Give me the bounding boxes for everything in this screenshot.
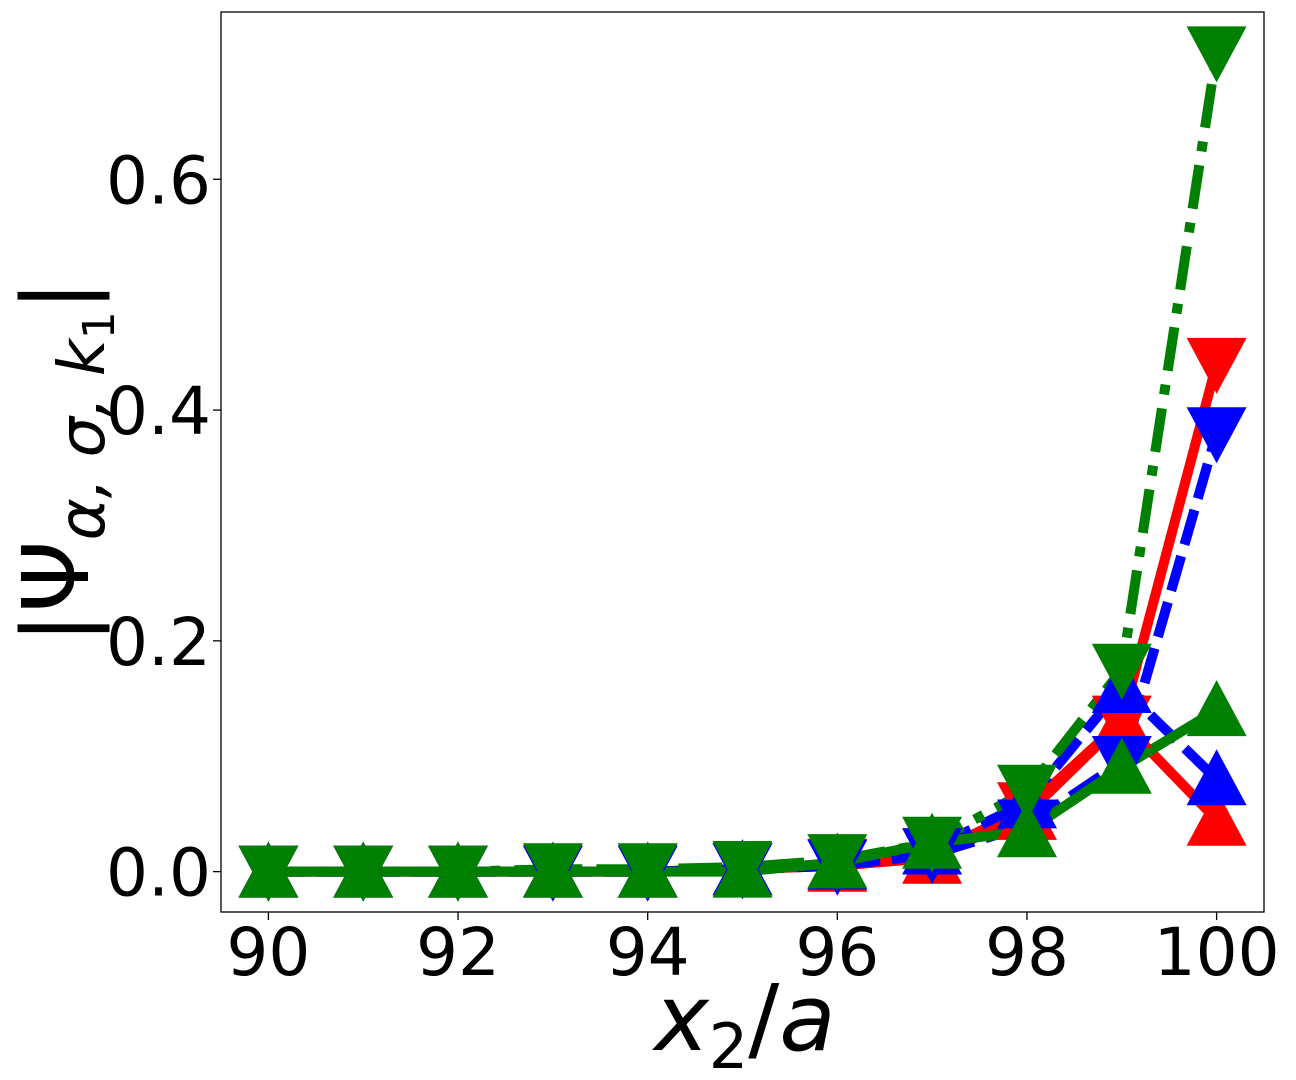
series-6-marker (1091, 643, 1152, 700)
x-axis-label: x2/a (651, 965, 835, 1080)
series-2-marker (1186, 337, 1247, 394)
series-6-marker (428, 845, 488, 902)
x-tick-label: 92 (416, 914, 500, 991)
series-6-marker (1186, 26, 1247, 83)
marker-layer (238, 26, 1247, 902)
y-axis-label: |Ψα, σ, k1| (3, 280, 125, 644)
plot-area-frame (220, 11, 1265, 913)
series-6-marker (333, 845, 394, 902)
series-5-marker (997, 801, 1057, 858)
y-tick-label: 0.4 (106, 373, 211, 450)
series-3-marker (1186, 749, 1247, 806)
y-axis-ticks: 0.0 0.2 0.4 0.6 (106, 142, 221, 912)
series-6-marker (807, 834, 868, 891)
y-tick-label: 0.6 (106, 142, 211, 219)
series-6-marker (522, 843, 583, 900)
series-6-marker (997, 764, 1057, 821)
y-tick-label: 0.2 (106, 604, 211, 681)
x-tick-label: 90 (226, 914, 310, 991)
x-tick-label: 98 (985, 914, 1069, 991)
x-tick-label: 100 (1154, 914, 1280, 991)
x-tick-label: 94 (606, 914, 690, 991)
series-line-4 (268, 431, 1222, 877)
y-tick-label: 0.0 (106, 835, 211, 912)
series-6-marker (617, 843, 678, 900)
series-1-marker (1186, 789, 1247, 846)
svg-text:|Ψα, σ, k1|: |Ψα, σ, k1| (3, 280, 125, 644)
series-6-marker (902, 816, 963, 873)
series-6-marker (712, 841, 773, 897)
series-6-marker (238, 845, 299, 902)
series-layer (268, 51, 1222, 877)
x-tick-label: 96 (795, 914, 879, 991)
series-5-marker (1186, 680, 1247, 737)
series-4-marker (1186, 407, 1247, 464)
x-axis-ticks: 90 92 94 96 98 100 (226, 912, 1280, 991)
series-5-marker (1091, 737, 1152, 794)
